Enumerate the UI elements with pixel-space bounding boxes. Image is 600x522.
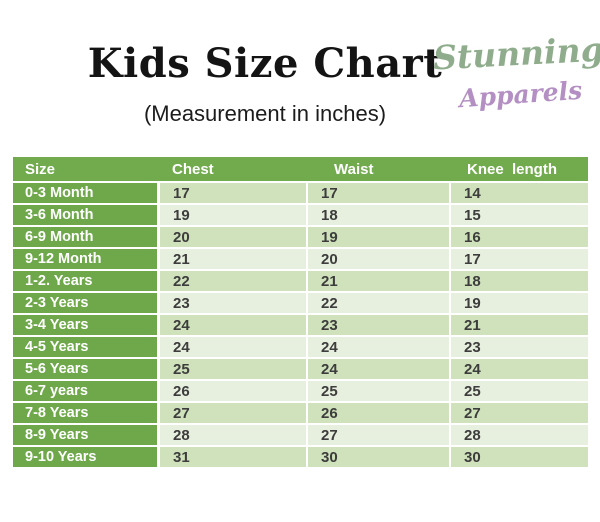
table-row: 6-7 years 26 25 25 <box>13 381 588 401</box>
chest-cell: 20 <box>160 227 308 247</box>
table-row: 9-12 Month 21 20 17 <box>13 249 588 269</box>
table-row: 5-6 Years 25 24 24 <box>13 359 588 379</box>
waist-cell: 19 <box>308 227 451 247</box>
brand-name-stunning: Stunning <box>432 29 600 78</box>
knee-cell: 28 <box>451 425 588 445</box>
table-row: 2-3 Years 23 22 19 <box>13 293 588 313</box>
chest-cell: 19 <box>160 205 308 225</box>
knee-cell: 19 <box>451 293 588 313</box>
knee-cell: 23 <box>451 337 588 357</box>
chest-cell: 25 <box>160 359 308 379</box>
chest-cell: 26 <box>160 381 308 401</box>
size-cell: 0-3 Month <box>13 183 160 203</box>
waist-cell: 24 <box>308 359 451 379</box>
column-header-size: Size <box>25 160 56 178</box>
waist-cell: 30 <box>308 447 451 467</box>
waist-cell: 25 <box>308 381 451 401</box>
table-row: 0-3 Month 17 17 14 <box>13 183 588 203</box>
size-cell: 3-6 Month <box>13 205 160 225</box>
knee-cell: 14 <box>451 183 588 203</box>
waist-cell: 17 <box>308 183 451 203</box>
table-row: 3-6 Month 19 18 15 <box>13 205 588 225</box>
chest-cell: 21 <box>160 249 308 269</box>
chest-cell: 17 <box>160 183 308 203</box>
waist-cell: 27 <box>308 425 451 445</box>
table-row: 3-4 Years 24 23 21 <box>13 315 588 335</box>
waist-cell: 24 <box>308 337 451 357</box>
size-cell: 5-6 Years <box>13 359 160 379</box>
size-cell: 6-9 Month <box>13 227 160 247</box>
table-row: 6-9 Month 20 19 16 <box>13 227 588 247</box>
size-cell: 2-3 Years <box>13 293 160 313</box>
knee-cell: 17 <box>451 249 588 269</box>
waist-cell: 22 <box>308 293 451 313</box>
size-cell: 6-7 years <box>13 381 160 401</box>
knee-cell: 30 <box>451 447 588 467</box>
brand-name-apparels: Apparels <box>458 75 584 114</box>
table-row: 4-5 Years 24 24 23 <box>13 337 588 357</box>
table-row: 7-8 Years 27 26 27 <box>13 403 588 423</box>
chest-cell: 24 <box>160 337 308 357</box>
chest-cell: 28 <box>160 425 308 445</box>
table-row: 1-2. Years 22 21 18 <box>13 271 588 291</box>
knee-cell: 18 <box>451 271 588 291</box>
table-header-row: Size Chest Waist Knee length <box>13 157 588 181</box>
knee-cell: 21 <box>451 315 588 335</box>
waist-cell: 21 <box>308 271 451 291</box>
table-row: 9-10 Years 31 30 30 <box>13 447 588 467</box>
size-cell: 7-8 Years <box>13 403 160 423</box>
table-body: 0-3 Month 17 17 14 3-6 Month 19 18 15 6-9 Month 2… <box>13 183 588 467</box>
size-cell: 1-2. Years <box>13 271 160 291</box>
chest-cell: 24 <box>160 315 308 335</box>
chest-cell: 31 <box>160 447 308 467</box>
knee-cell: 24 <box>451 359 588 379</box>
column-header-knee-length: Knee length <box>467 160 558 178</box>
knee-cell: 25 <box>451 381 588 401</box>
waist-cell: 18 <box>308 205 451 225</box>
measurement-unit-note: (Measurement in inches) <box>143 101 387 126</box>
waist-cell: 20 <box>308 249 451 269</box>
size-cell: 8-9 Years <box>13 425 160 445</box>
chest-cell: 22 <box>160 271 308 291</box>
brand-logo: Stunning Apparels <box>425 0 600 130</box>
knee-cell: 16 <box>451 227 588 247</box>
waist-cell: 26 <box>308 403 451 423</box>
column-header-chest: Chest <box>172 160 214 178</box>
chest-cell: 27 <box>160 403 308 423</box>
knee-cell: 15 <box>451 205 588 225</box>
knee-cell: 27 <box>451 403 588 423</box>
size-cell: 3-4 Years <box>13 315 160 335</box>
waist-cell: 23 <box>308 315 451 335</box>
page-title: Kids Size Chart <box>87 40 443 87</box>
size-chart-table: Size Chest Waist Knee length 0-3 Month 17… <box>13 157 588 469</box>
chest-cell: 23 <box>160 293 308 313</box>
size-cell: 4-5 Years <box>13 337 160 357</box>
size-cell: 9-10 Years <box>13 447 160 467</box>
size-cell: 9-12 Month <box>13 249 160 269</box>
table-row: 8-9 Years 28 27 28 <box>13 425 588 445</box>
column-header-waist: Waist <box>334 160 374 178</box>
